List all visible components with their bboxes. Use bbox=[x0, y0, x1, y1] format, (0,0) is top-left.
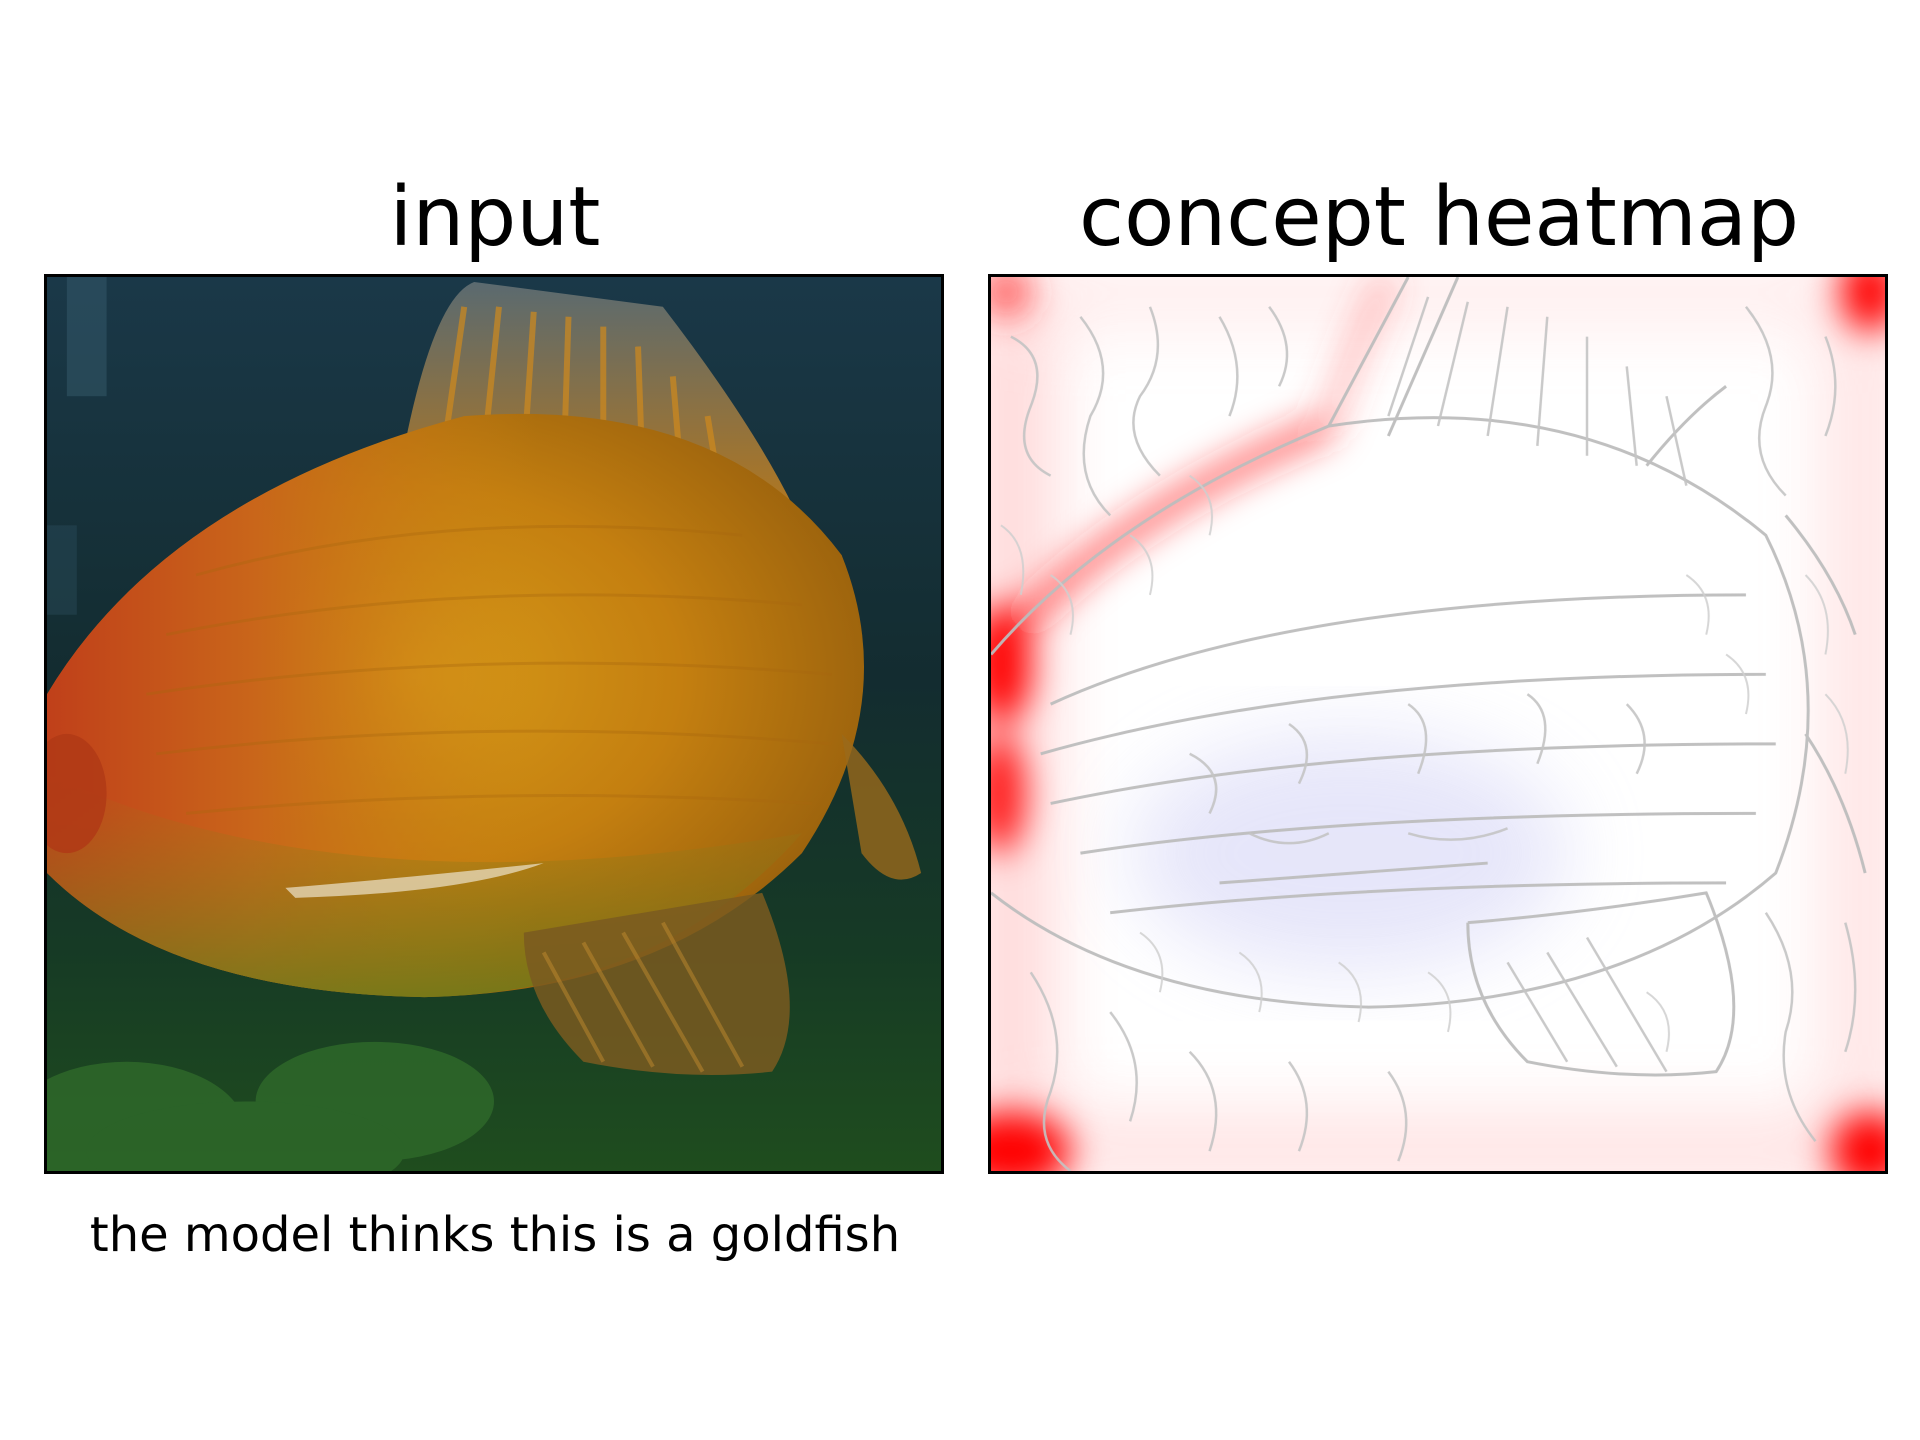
prediction-caption: the model thinks this is a goldfish bbox=[89, 1207, 901, 1263]
input-image-panel bbox=[44, 274, 944, 1174]
goldfish-photo bbox=[47, 277, 941, 1171]
input-panel-title: input bbox=[389, 170, 601, 265]
concept-heatmap bbox=[991, 277, 1885, 1171]
heatmap-panel-title: concept heatmap bbox=[1078, 170, 1800, 265]
concept-heatmap-panel bbox=[988, 274, 1888, 1174]
